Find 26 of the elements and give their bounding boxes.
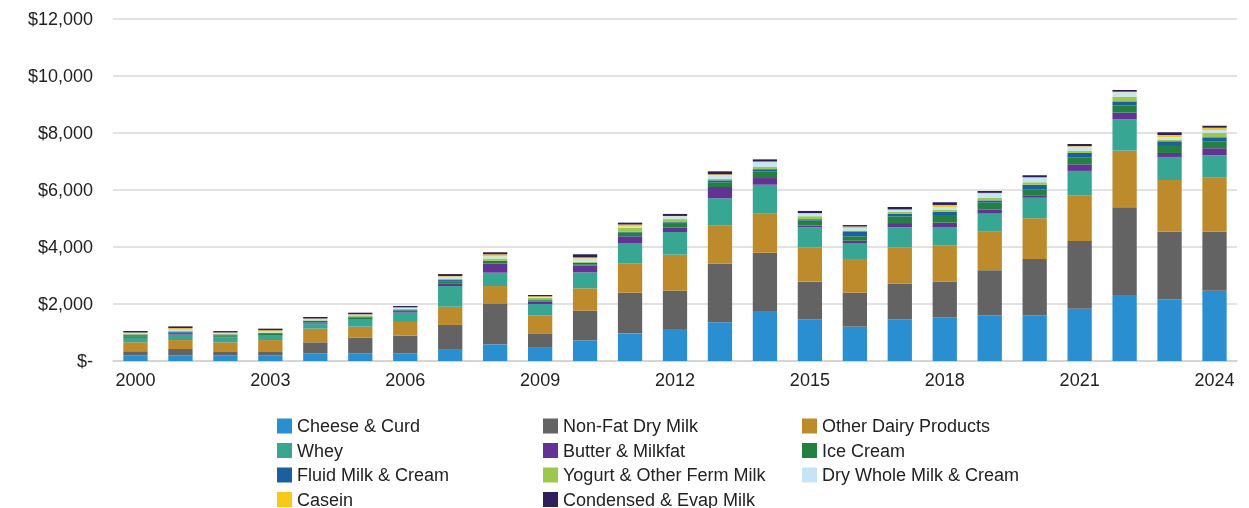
y-tick-label: $4,000 <box>37 237 93 257</box>
y-tick-label: $12,000 <box>27 9 93 29</box>
y-tick-label: $- <box>76 351 93 371</box>
legend-label: Fluid Milk & Cream <box>297 465 450 485</box>
legend-label: Dry Whole Milk & Cream <box>822 465 1020 485</box>
x-tick-label: 2012 <box>654 370 696 390</box>
legend-label: Whey <box>297 440 344 461</box>
x-tick-label: 2003 <box>250 370 291 390</box>
y-tick-label: $8,000 <box>37 123 93 143</box>
legend-label: Ice Cream <box>822 440 906 461</box>
x-tick-label: 2009 <box>520 370 561 390</box>
legend-label: Non-Fat Dry Milk <box>563 416 700 436</box>
legend-label: Cheese & Curd <box>297 416 421 436</box>
y-tick-label: $6,000 <box>37 180 93 200</box>
x-tick-label: 2021 <box>1059 370 1100 390</box>
x-tick-label: 2000 <box>115 370 156 390</box>
x-tick-label: 2006 <box>385 370 426 390</box>
y-tick-label: $10,000 <box>27 66 93 86</box>
x-tick-label: 2024 <box>1194 370 1235 390</box>
legend-label: Other Dairy Products <box>822 416 991 436</box>
y-tick-label: $2,000 <box>37 294 93 314</box>
x-tick-label: 2015 <box>789 370 830 390</box>
legend-label: Casein <box>297 489 354 508</box>
legend-label: Butter & Milkfat <box>563 440 686 461</box>
x-tick-label: 2018 <box>924 370 965 390</box>
legend-label: Yogurt & Other Ferm Milk <box>563 465 767 485</box>
